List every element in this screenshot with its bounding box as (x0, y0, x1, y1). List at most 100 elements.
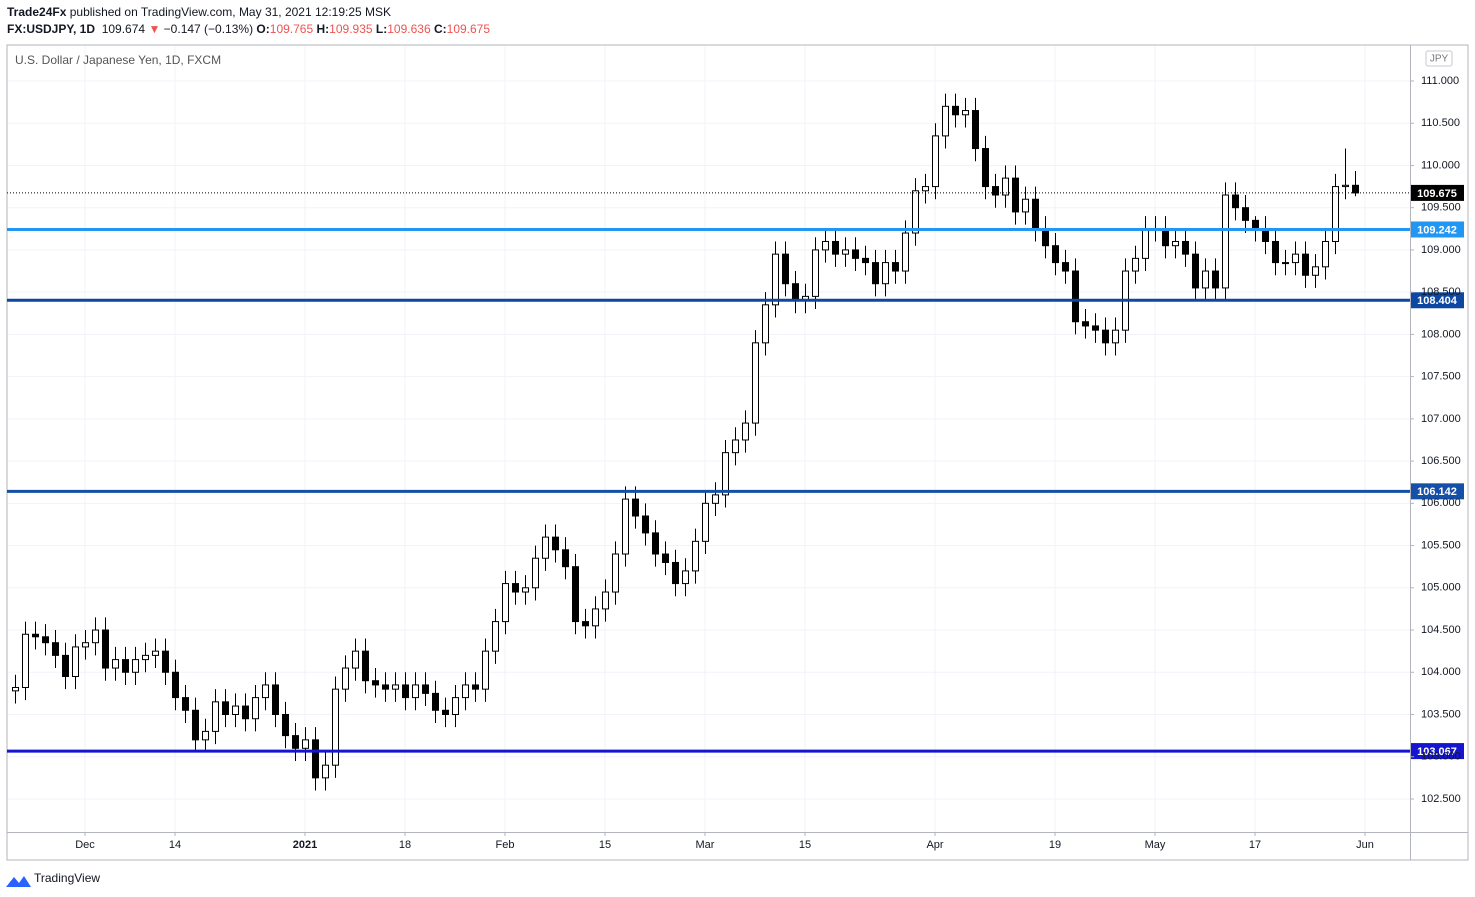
candle-body (202, 730, 209, 741)
candle-body (612, 553, 619, 593)
candle-body (392, 684, 399, 690)
candle-body (162, 650, 169, 673)
candle-body (932, 135, 939, 188)
header: Trade24Fx published on TradingView.com, … (7, 4, 490, 38)
x-tick-label: Jun (1356, 839, 1374, 851)
candle-body (42, 636, 49, 644)
candle-body (1312, 266, 1319, 276)
candle-body (1352, 184, 1359, 194)
candle-body (482, 650, 489, 690)
o-label: O: (256, 22, 270, 36)
candle-body (402, 684, 409, 699)
candle-body (222, 701, 229, 716)
candle-body (502, 583, 509, 623)
change: −0.147 (−0.13%) (163, 22, 254, 36)
candle-body (812, 249, 819, 297)
candle-body (102, 629, 109, 669)
last: 109.674 (101, 22, 146, 36)
candle-body (92, 629, 99, 644)
candle-body (892, 262, 899, 272)
candle-body (852, 249, 859, 259)
candle-body (1062, 262, 1069, 272)
candle-body (832, 240, 839, 255)
candle-body (942, 105, 949, 137)
candle-body (1252, 219, 1259, 230)
candle-body (602, 591, 609, 610)
candle-body (472, 684, 479, 690)
candle-body (452, 697, 459, 716)
candle-body (972, 110, 979, 150)
candle-body (172, 671, 179, 699)
candle-body (992, 186, 999, 196)
y-tick-label: 108.000 (1421, 328, 1461, 340)
y-tick-label: 103.500 (1421, 708, 1461, 720)
candle-body (1202, 270, 1209, 289)
x-tick-label: Apr (926, 839, 943, 851)
candle-body (1332, 186, 1339, 242)
level-label-box (1411, 221, 1464, 238)
candle-body (872, 262, 879, 285)
candle-body (522, 587, 529, 593)
x-tick-label: 15 (799, 839, 811, 851)
candle-body (192, 709, 199, 741)
candles (12, 93, 1359, 791)
candle-body (142, 654, 149, 661)
candle-body (1002, 177, 1009, 196)
last-price-box (1411, 184, 1464, 201)
y-tick-label: 106.500 (1421, 455, 1461, 467)
candle-body (1022, 198, 1029, 213)
frame (6, 44, 1469, 861)
candle-body (1302, 253, 1309, 276)
candle-body (792, 283, 799, 302)
candle-body (912, 190, 919, 234)
candle-body (252, 697, 259, 720)
candle-body (412, 684, 419, 699)
y-tick-label: 106.000 (1421, 497, 1461, 509)
candle-body (1192, 253, 1199, 289)
y-tick-label: 105.000 (1421, 582, 1461, 594)
h-label: H: (316, 22, 330, 36)
candle-body (552, 536, 559, 551)
candle-body (22, 633, 29, 688)
x-tick-label: 18 (399, 839, 411, 851)
candle-body (822, 240, 829, 251)
y-tick-label: 108.500 (1421, 286, 1461, 298)
currency-box (1425, 50, 1453, 67)
candle-body (652, 532, 659, 555)
candle-body (492, 621, 499, 652)
x-tick-label: May (1145, 839, 1166, 851)
candle-body (422, 684, 429, 694)
chart-title: U.S. Dollar / Japanese Yen, 1D, FXCM (15, 53, 221, 67)
candle-body (62, 654, 69, 677)
y-tick-label: 109.000 (1421, 244, 1461, 256)
candle-body (882, 262, 889, 285)
candle-body (1112, 329, 1119, 344)
candle-body (572, 566, 579, 623)
candle-body (1042, 228, 1049, 247)
candle-body (462, 684, 469, 699)
candle-body (1322, 240, 1329, 268)
candle-body (282, 714, 289, 737)
x-tick-label: 15 (599, 839, 611, 851)
candle-body (342, 667, 349, 690)
candle-body (1132, 257, 1139, 272)
candle-body (362, 650, 369, 682)
y-tick-label: 111.000 (1421, 75, 1459, 87)
candle-body (512, 583, 519, 593)
candle-body (242, 705, 249, 720)
candle-body (962, 110, 969, 116)
y-tick-label: 104.500 (1421, 624, 1461, 636)
o: 109.765 (269, 22, 314, 36)
x-tick-label: 2021 (293, 839, 317, 851)
candle-body (752, 342, 759, 424)
x-tick-label: Mar (696, 839, 715, 851)
candle-body (1102, 329, 1109, 344)
y-tick-label: 105.500 (1421, 539, 1461, 551)
candle-body (632, 498, 639, 517)
candle-body (432, 692, 439, 711)
y-tick-label: 103.000 (1421, 751, 1461, 763)
candle-body (1012, 177, 1019, 213)
level-label: 106.142 (1417, 486, 1457, 498)
candle-body (152, 650, 159, 656)
